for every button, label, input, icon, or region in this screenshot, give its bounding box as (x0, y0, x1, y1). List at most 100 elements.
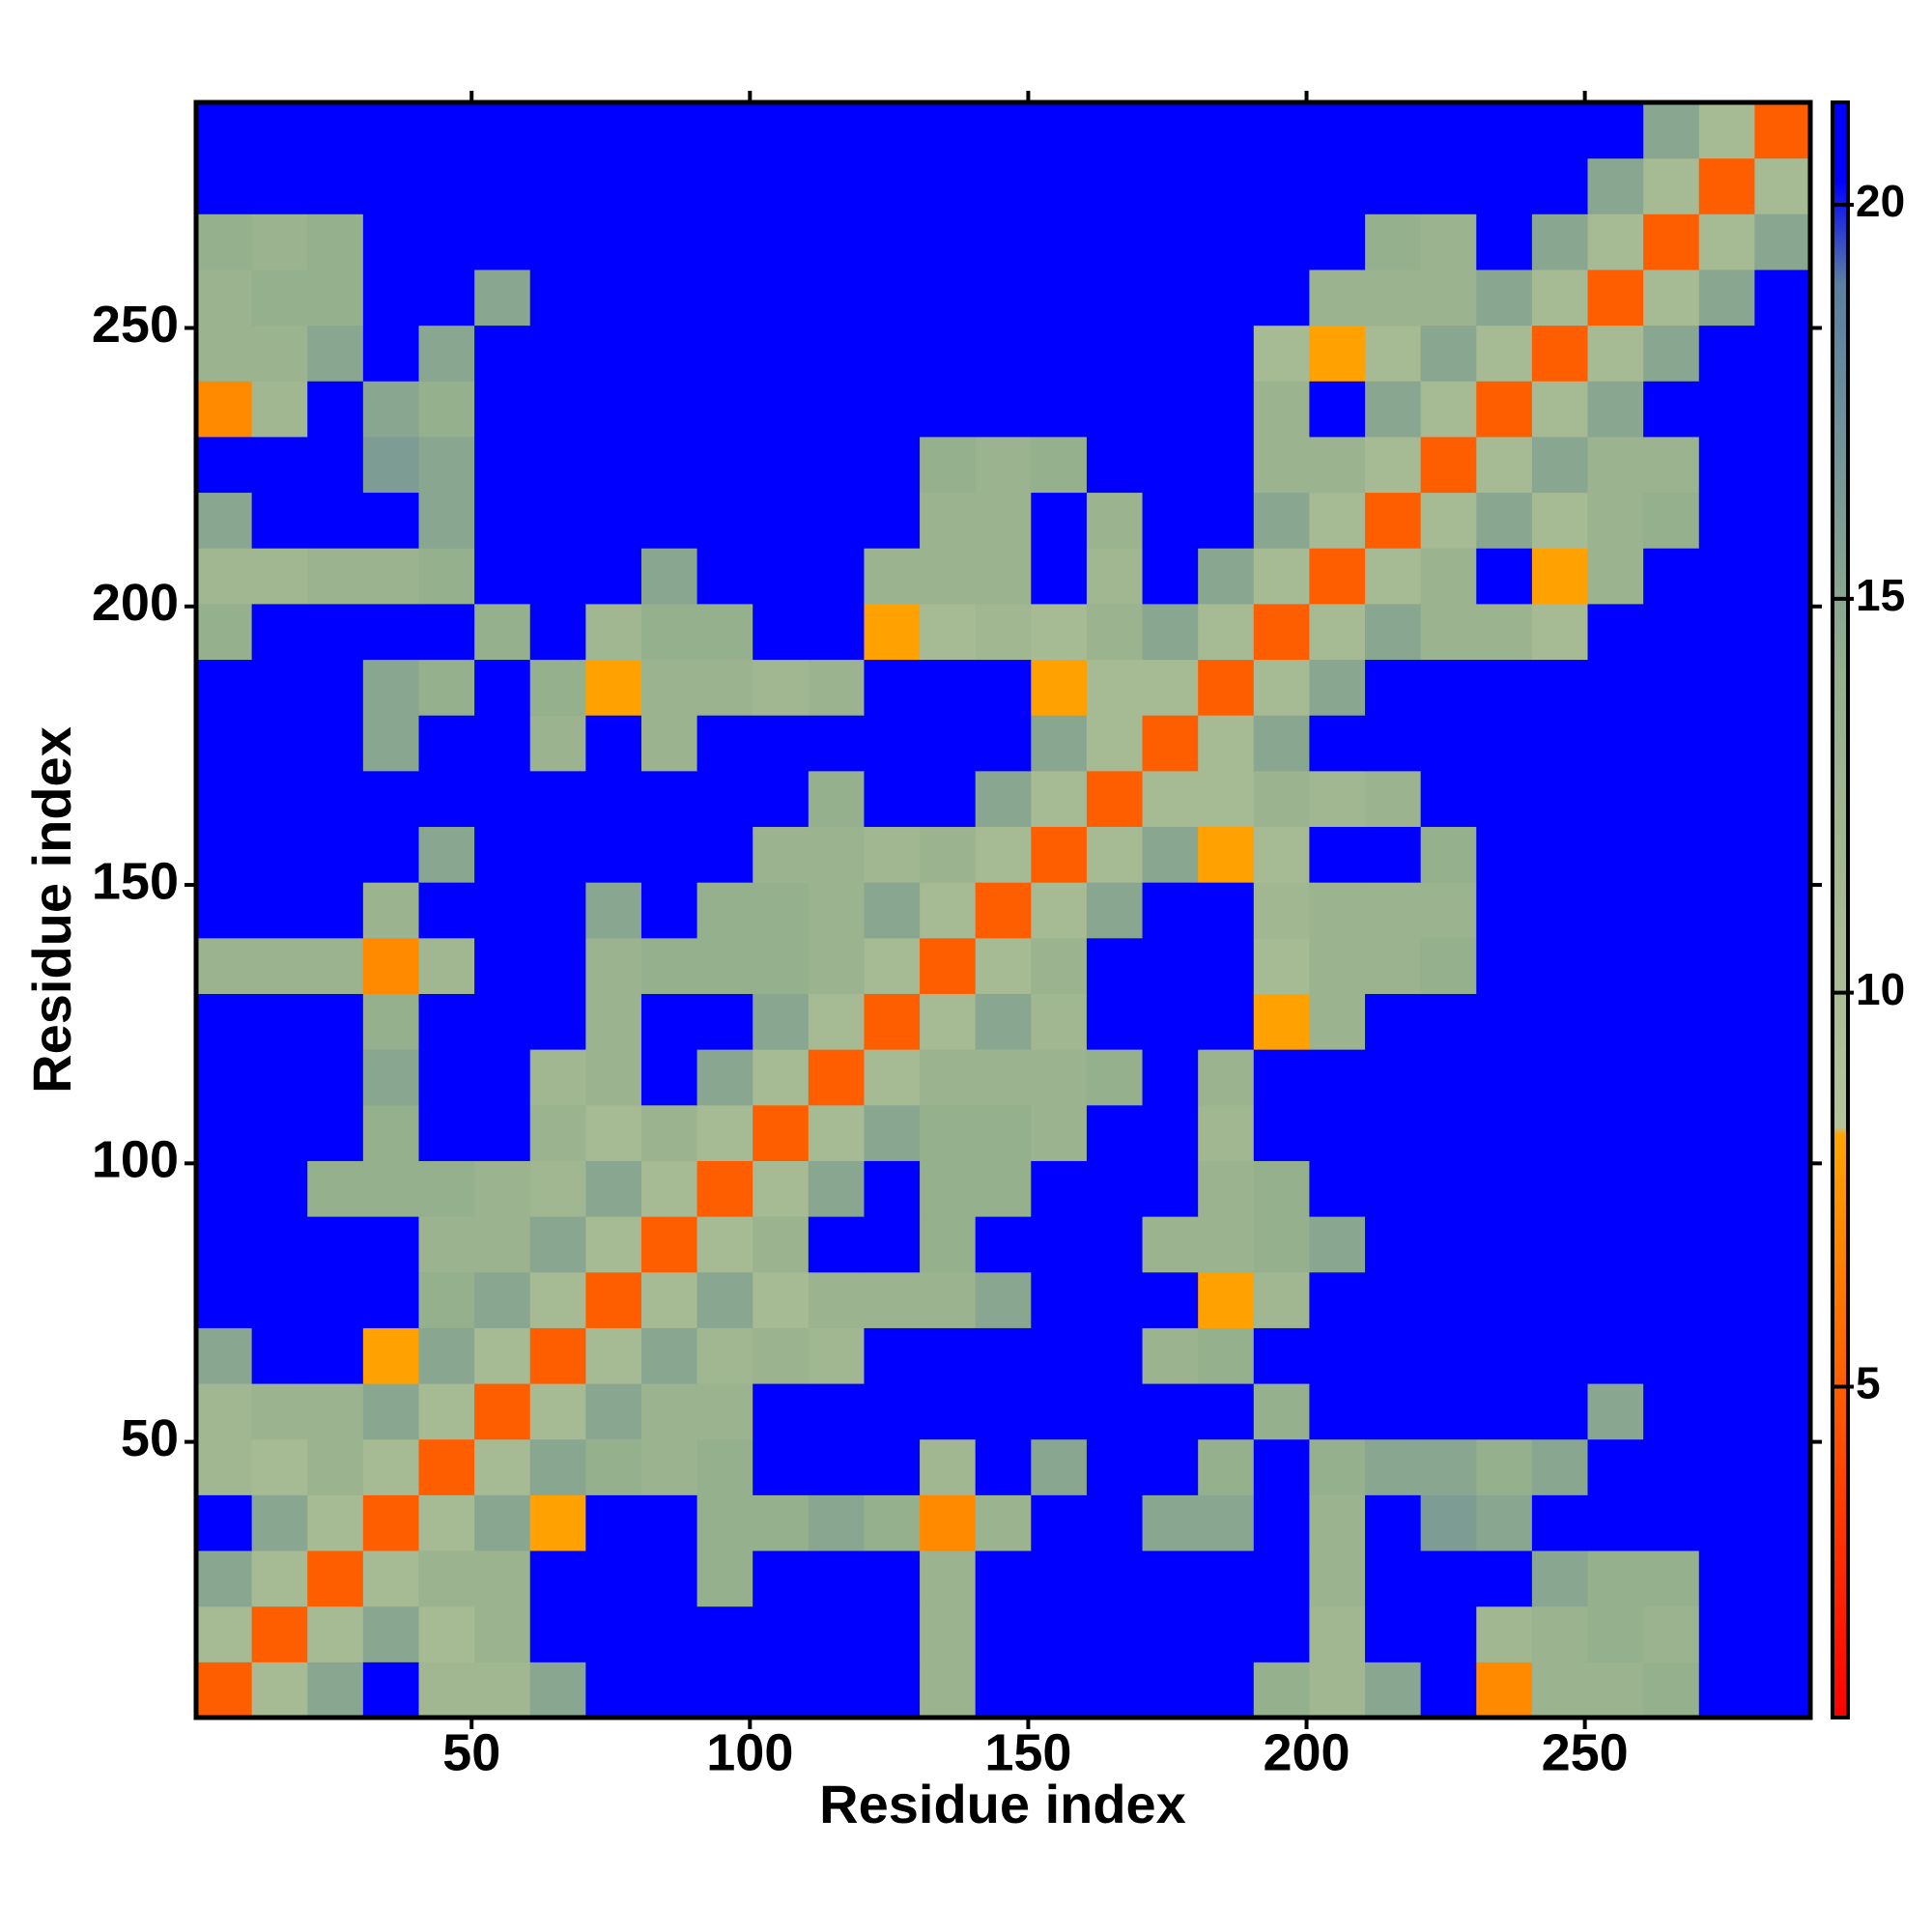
heatmap-cell (753, 1216, 810, 1273)
colorbar-tick-label: 10 (1856, 964, 1905, 1014)
heatmap-cell (864, 659, 921, 716)
heatmap-cell (975, 715, 1032, 772)
heatmap-cell (196, 269, 253, 327)
heatmap-cell (1587, 1605, 1644, 1662)
heatmap-cell (864, 1550, 921, 1607)
heatmap-cell (808, 157, 865, 214)
heatmap-cell (196, 937, 253, 994)
heatmap-cell (307, 1383, 364, 1440)
heatmap-cell (585, 1327, 642, 1384)
heatmap-cell (251, 213, 308, 270)
heatmap-cell (1142, 1327, 1199, 1384)
heatmap-cell (307, 1216, 364, 1273)
heatmap-cell (529, 157, 586, 214)
heatmap-cell (1365, 325, 1422, 382)
heatmap-cell (251, 993, 308, 1050)
heatmap-cell (1643, 1160, 1700, 1217)
heatmap-cell (1587, 1049, 1644, 1106)
heatmap-cell (1754, 1216, 1811, 1273)
heatmap-cell (696, 436, 753, 494)
heatmap-cell (640, 157, 698, 214)
heatmap-cell (1309, 157, 1366, 214)
heatmap-cell (864, 826, 921, 883)
heatmap-cell (1531, 770, 1589, 828)
heatmap-cell (864, 325, 921, 382)
heatmap-cell (1142, 882, 1199, 939)
heatmap-cell (529, 436, 586, 494)
heatmap-cell (1698, 715, 1755, 772)
heatmap-cell (864, 1438, 921, 1495)
heatmap-cell (196, 715, 253, 772)
heatmap-cell (1142, 1550, 1199, 1607)
heatmap-cell (1754, 1438, 1811, 1495)
heatmap-cell (362, 1383, 419, 1440)
heatmap-cell (1142, 436, 1199, 494)
heatmap-cell (1754, 1605, 1811, 1662)
heatmap-cell (1643, 436, 1700, 494)
heatmap-cell (362, 826, 419, 883)
heatmap-cell (1365, 826, 1422, 883)
heatmap-cell (585, 1662, 642, 1719)
heatmap-cell (1309, 325, 1366, 382)
heatmap-cell (1086, 492, 1144, 549)
heatmap-cell (753, 436, 810, 494)
heatmap-cell (975, 1605, 1032, 1662)
heatmap-cell (1698, 436, 1755, 494)
heatmap-cell (1587, 1438, 1644, 1495)
heatmap-cell (418, 325, 475, 382)
heatmap-cell (1031, 548, 1088, 605)
heatmap-cell (1420, 937, 1477, 994)
heatmap-cell (753, 325, 810, 382)
heatmap-cell (920, 1327, 977, 1384)
heatmap-cell (1086, 659, 1144, 716)
heatmap-cell (920, 548, 977, 605)
heatmap-cell (1086, 993, 1144, 1050)
heatmap-cell (808, 492, 865, 549)
heatmap-cell (1420, 381, 1477, 438)
heatmap-cell (362, 603, 419, 661)
heatmap-cell (1031, 937, 1088, 994)
heatmap-cell (1198, 1550, 1255, 1607)
heatmap-cell (1309, 1271, 1366, 1328)
heatmap-cell (418, 1550, 475, 1607)
heatmap-cell (753, 548, 810, 605)
heatmap-cell (251, 1160, 308, 1217)
heatmap-cell (1698, 213, 1755, 270)
heatmap-cell (1031, 157, 1088, 214)
heatmap-cell (753, 102, 810, 159)
heatmap-cell (1031, 1662, 1088, 1719)
heatmap-cell (196, 603, 253, 661)
heatmap-cell (1031, 1271, 1088, 1328)
heatmap-cell (696, 213, 753, 270)
heatmap-cell (1365, 269, 1422, 327)
heatmap-cell (1587, 715, 1644, 772)
heatmap-cell (529, 715, 586, 772)
heatmap-cell (251, 1216, 308, 1273)
heatmap-cell (529, 213, 586, 270)
heatmap-cell (307, 659, 364, 716)
heatmap-cell (1643, 213, 1700, 270)
heatmap-cell (1587, 381, 1644, 438)
heatmap-cell (1309, 603, 1366, 661)
heatmap-cell (585, 1216, 642, 1273)
heatmap-cell (529, 1271, 586, 1328)
heatmap-cell (1142, 1662, 1199, 1719)
heatmap-cell (808, 269, 865, 327)
heatmap-cell (1031, 1383, 1088, 1440)
heatmap-cell (1754, 1383, 1811, 1440)
heatmap-cell (196, 1494, 253, 1551)
heatmap-cell (1643, 1216, 1700, 1273)
heatmap-cell (418, 993, 475, 1050)
heatmap-cell (808, 1662, 865, 1719)
heatmap-cell (362, 1494, 419, 1551)
heatmap-cell (808, 715, 865, 772)
heatmap-cell (529, 381, 586, 438)
heatmap-cell (975, 1438, 1032, 1495)
heatmap-cell (1086, 1662, 1144, 1719)
heatmap-cell (753, 1605, 810, 1662)
heatmap-cell (1476, 826, 1533, 883)
heatmap-cell (640, 826, 698, 883)
heatmap-cell (362, 269, 419, 327)
heatmap-cell (1253, 325, 1310, 382)
heatmap-cell (1587, 1383, 1644, 1440)
